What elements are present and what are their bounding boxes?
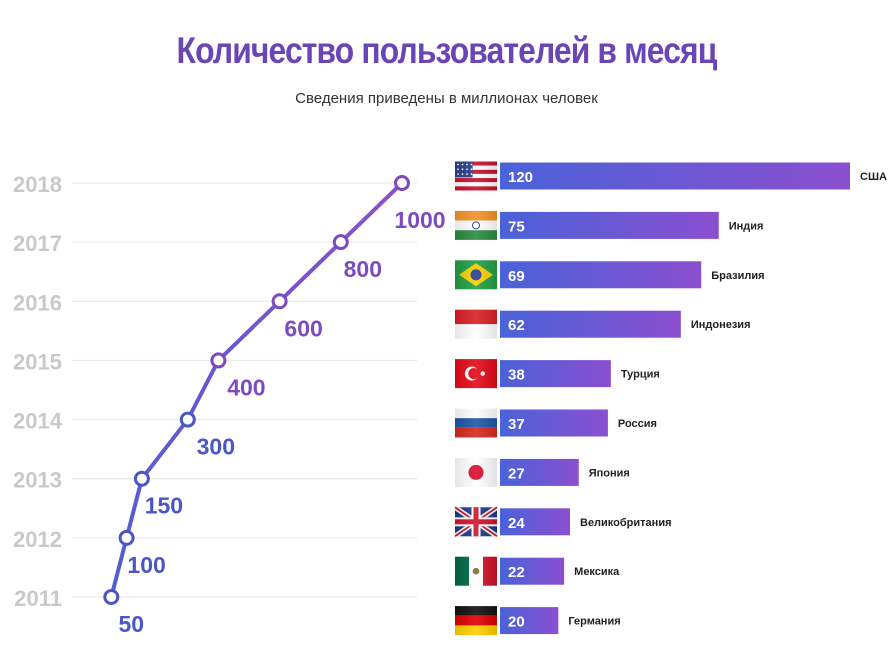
bar: [500, 162, 850, 190]
y-tick-label: 2012: [13, 527, 62, 552]
bar-category-label: Турция: [621, 369, 660, 381]
y-tick-label: 2014: [13, 409, 63, 434]
bar: [500, 211, 719, 239]
data-label: 50: [119, 611, 145, 637]
russia-flag-icon: [455, 408, 497, 438]
bar-category-label: Япония: [589, 467, 630, 479]
data-point: [118, 529, 135, 546]
data-point: [133, 470, 150, 487]
bar: [500, 409, 608, 437]
bar-category-label: Великобритания: [580, 517, 672, 529]
bar-value-label: 62: [508, 317, 525, 334]
bar-row: 62 Индонезия: [455, 309, 751, 339]
y-tick-label: 2018: [13, 172, 62, 197]
data-label: 1000: [394, 207, 445, 233]
bar-row: 20 Германия: [455, 606, 621, 636]
data-label: 800: [344, 256, 382, 282]
y-tick-label: 2015: [13, 349, 62, 374]
bar-row: 27 Япония: [455, 457, 630, 487]
bar-row: 37 Россия: [455, 408, 657, 438]
bar-value-label: 37: [508, 416, 525, 433]
bar: [500, 607, 559, 635]
uk-flag-icon: [453, 505, 499, 539]
bar-row: 120 США: [455, 161, 887, 191]
data-point: [394, 175, 410, 191]
data-label: 150: [145, 493, 183, 519]
bar-chart: 120 США 75 Индия 69 Бразилия 62 Индонезия 38 Турц…: [453, 161, 887, 636]
bar: [500, 557, 565, 585]
brazil-flag-icon: [455, 260, 497, 290]
bar: [500, 458, 579, 486]
bar: [500, 508, 570, 536]
bar-value-label: 24: [508, 515, 525, 532]
bar-category-label: Мексика: [574, 566, 620, 578]
indonesia-flag-icon: [455, 309, 497, 339]
bar-category-label: Россия: [618, 418, 657, 430]
bar-row: 38 Турция: [455, 359, 660, 389]
bar-category-label: Индия: [729, 220, 764, 232]
data-label: 300: [197, 434, 235, 460]
series-line: [109, 181, 404, 598]
mexico-flag-icon: [455, 556, 497, 586]
bar-category-label: Бразилия: [711, 270, 764, 282]
japan-flag-icon: [455, 457, 497, 487]
bar-value-label: 27: [508, 465, 525, 482]
bar-category-label: Германия: [568, 616, 620, 628]
bar: [500, 310, 681, 338]
bar-value-label: 20: [508, 614, 525, 631]
chart-title: Количество пользователей в месяц: [176, 30, 718, 71]
bar-row: 22 Мексика: [455, 556, 620, 586]
y-tick-label: 2011: [14, 586, 62, 611]
line-chart: 2011 2012 2013 2014 2015 2016 2017 2018 50 100 150…: [13, 172, 446, 637]
bar-value-label: 75: [508, 218, 525, 235]
bar-value-label: 69: [508, 268, 525, 285]
bar-value-label: 22: [508, 564, 525, 581]
bar-category-label: Индонезия: [691, 319, 751, 331]
data-point: [179, 411, 196, 428]
y-tick-label: 2013: [13, 468, 62, 493]
data-label: 100: [127, 552, 165, 578]
bar-value-label: 38: [508, 367, 525, 384]
us-flag-icon: [455, 161, 497, 191]
data-point: [271, 293, 288, 310]
data-point: [332, 234, 349, 251]
bar: [500, 360, 611, 388]
data-label: 600: [284, 315, 322, 341]
bar-row: 75 Индия: [455, 210, 764, 240]
turkey-flag-icon: [455, 359, 497, 389]
data-point: [103, 589, 120, 605]
bar-category-label: США: [860, 171, 887, 183]
y-tick-label: 2017: [13, 231, 62, 256]
data-point: [210, 352, 227, 369]
y-tick-label: 2016: [13, 290, 62, 315]
india-flag-icon: [455, 210, 497, 240]
bar: [500, 261, 702, 289]
data-label: 400: [227, 374, 265, 400]
bar-row: 69 Бразилия: [455, 260, 765, 290]
bar-value-label: 120: [508, 169, 533, 186]
germany-flag-icon: [455, 606, 497, 636]
bar-row: 24 Великобритания: [453, 505, 672, 539]
chart-subtitle: Сведения приведены в миллионах человек: [295, 90, 598, 107]
